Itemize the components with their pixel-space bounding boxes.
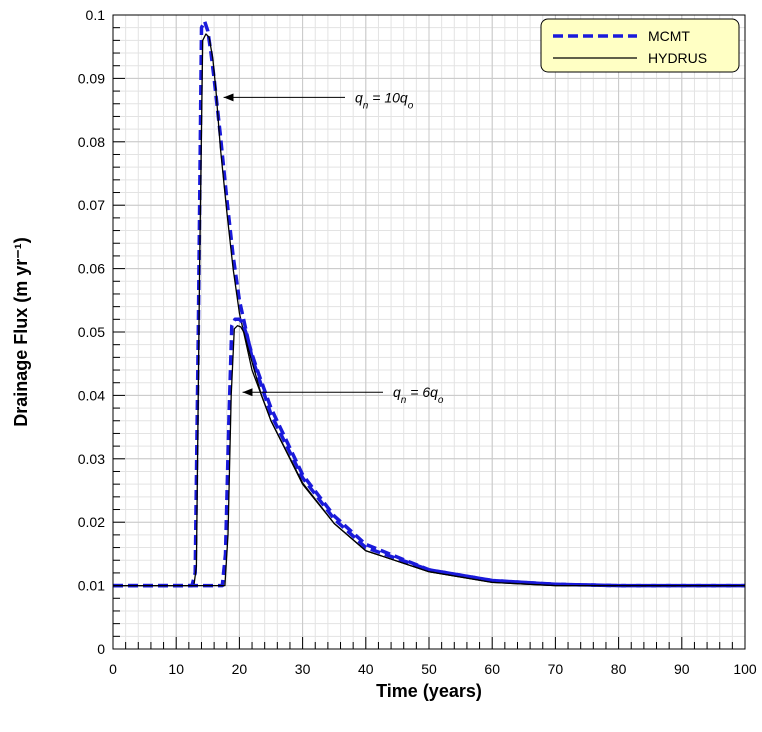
- series-line-mcmt-2: [113, 317, 745, 588]
- x-axis-title: Time (years): [376, 681, 482, 701]
- annotation-rhs: = 6q: [406, 384, 438, 400]
- annotation-var: q: [355, 89, 363, 105]
- y-tick-label: 0.1: [86, 7, 106, 23]
- axis-ticks: [112, 14, 746, 650]
- x-tick-label: 0: [109, 661, 117, 677]
- legend-label: MCMT: [648, 28, 690, 44]
- y-tick-labels: 0 0.01 0.02 0.03 0.04 0.05 0.06 0.07 0.08 0.09 0.1: [78, 7, 105, 657]
- x-tick-label: 60: [484, 661, 500, 677]
- y-tick-label: 0.09: [78, 70, 105, 86]
- annotation-rhs-sub: o: [408, 100, 414, 111]
- y-tick-label: 0.08: [78, 134, 105, 150]
- annotation-label: qn = 6qo: [393, 384, 444, 406]
- x-tick-label: 30: [295, 661, 311, 677]
- x-tick-label: 80: [611, 661, 627, 677]
- x-tick-label: 20: [232, 661, 248, 677]
- y-tick-label: 0.01: [78, 578, 105, 594]
- y-tick-label: 0.03: [78, 451, 105, 467]
- legend: MCMT HYDRUS: [540, 18, 740, 73]
- x-tick-labels: 0 10 20 30 40 50 60 70 80 90 100: [109, 661, 757, 677]
- annotation-sub: n: [401, 395, 407, 406]
- y-tick-label: 0.02: [78, 514, 105, 530]
- annotation-var: q: [393, 384, 401, 400]
- annotation-label: qn = 10qo: [355, 89, 414, 111]
- x-tick-label: 70: [548, 661, 564, 677]
- major-grid: [113, 15, 745, 649]
- x-tick-label: 90: [674, 661, 690, 677]
- annotation-rhs-sub: o: [438, 395, 444, 406]
- x-tick-label: 10: [168, 661, 184, 677]
- legend-box: [540, 18, 740, 73]
- x-tick-label: 50: [421, 661, 437, 677]
- x-tick-label: 40: [358, 661, 374, 677]
- y-tick-label: 0.07: [78, 197, 105, 213]
- y-tick-label: 0.05: [78, 324, 105, 340]
- series-layer: [113, 19, 745, 588]
- y-axis-title: Drainage Flux (m yr⁻¹): [11, 237, 31, 427]
- y-tick-label: 0.04: [78, 387, 105, 403]
- y-tick-label: 0.06: [78, 261, 105, 277]
- x-tick-label: 100: [733, 661, 757, 677]
- annotation-rhs: = 10q: [368, 89, 408, 105]
- annotation-sub: n: [363, 100, 369, 111]
- y-tick-label: 0: [97, 641, 105, 657]
- series-line-mcmt-0: [113, 19, 745, 588]
- legend-label: HYDRUS: [648, 50, 707, 66]
- series-line-hydrus-3: [113, 325, 745, 587]
